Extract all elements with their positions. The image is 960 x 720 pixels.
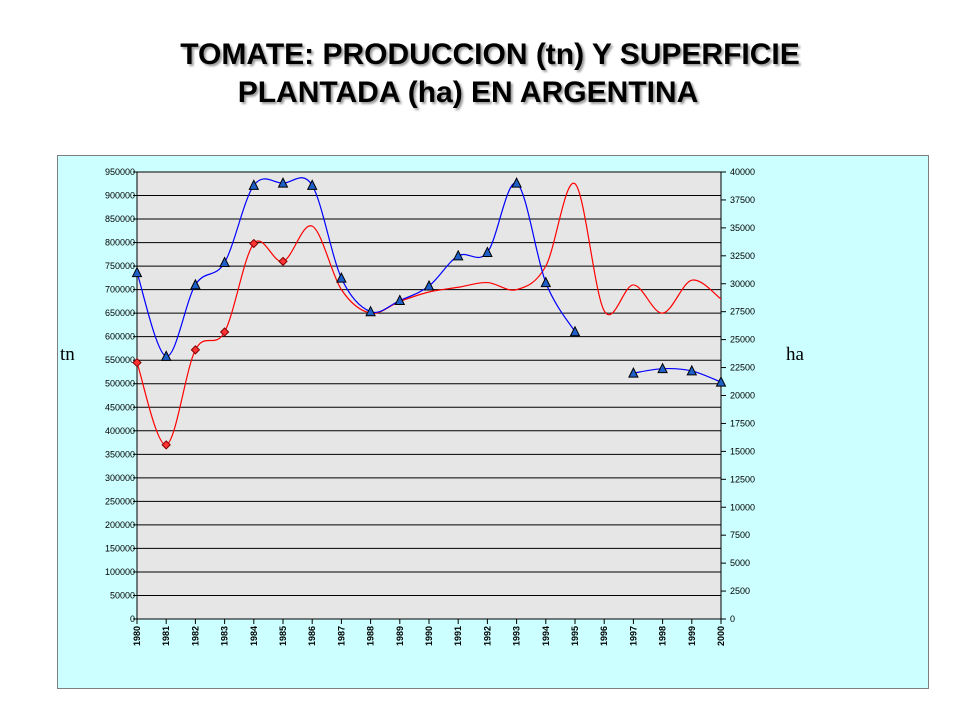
left-tick-label: 250000 bbox=[105, 496, 135, 506]
superficie-point bbox=[219, 256, 230, 268]
chart-title-line1: TOMATE: PRODUCCION (tn) Y SUPERFICIE bbox=[180, 38, 800, 71]
x-tick-label: 1989 bbox=[395, 626, 405, 646]
x-tick-label: 1999 bbox=[687, 626, 697, 646]
left-tick-label: 500000 bbox=[105, 379, 135, 389]
right-tick-label: 2500 bbox=[730, 586, 750, 596]
superficie-point bbox=[248, 179, 260, 190]
left-tick-label: 0 bbox=[130, 614, 135, 624]
x-tick-label: 1983 bbox=[220, 626, 230, 646]
superficie-point bbox=[715, 375, 727, 387]
superficie-point bbox=[452, 249, 464, 261]
x-tick-label: 1991 bbox=[453, 626, 463, 646]
right-tick-label: 27500 bbox=[730, 307, 755, 317]
x-tick-label: 1985 bbox=[278, 626, 288, 646]
right-tick-label: 17500 bbox=[730, 418, 755, 428]
left-tick-label: 150000 bbox=[105, 543, 135, 553]
superficie-point bbox=[131, 266, 143, 278]
left-tick-label: 650000 bbox=[105, 308, 135, 318]
right-tick-label: 35000 bbox=[730, 223, 755, 233]
right-tick-label: 15000 bbox=[730, 446, 755, 456]
x-tick-label: 2000 bbox=[716, 626, 726, 646]
x-tick-label: 1990 bbox=[424, 626, 434, 646]
superficie-point bbox=[277, 177, 289, 188]
superficie-point bbox=[336, 272, 347, 283]
left-tick-label: 200000 bbox=[105, 520, 135, 530]
left-tick-label: 100000 bbox=[105, 567, 135, 577]
produccion-point bbox=[219, 327, 230, 337]
right-tick-label: 32500 bbox=[730, 251, 755, 261]
series-line-1 bbox=[136, 177, 576, 357]
x-tick-label: 1986 bbox=[307, 626, 317, 646]
superficie-point bbox=[394, 294, 406, 306]
chart-title-line2: PLANTADA (ha) EN ARGENTINA bbox=[237, 76, 699, 109]
right-tick-label: 37500 bbox=[730, 195, 755, 205]
left-tick-label: 950000 bbox=[105, 167, 135, 177]
right-tick-label: 25000 bbox=[730, 335, 755, 345]
x-tick-label: 1996 bbox=[599, 626, 609, 646]
superficie-point bbox=[628, 367, 639, 378]
left-axis-label: tn bbox=[60, 344, 75, 365]
superficie-point bbox=[657, 362, 668, 374]
right-tick-label: 0 bbox=[730, 614, 735, 624]
right-tick-label: 7500 bbox=[730, 530, 750, 540]
right-tick-label: 12500 bbox=[730, 474, 755, 484]
left-tick-label: 800000 bbox=[105, 238, 135, 248]
left-tick-label: 700000 bbox=[105, 285, 135, 295]
left-tick-label: 450000 bbox=[105, 402, 135, 412]
x-tick-label: 1994 bbox=[541, 626, 551, 646]
left-tick-label: 550000 bbox=[105, 355, 135, 365]
produccion-point bbox=[249, 238, 259, 249]
superficie-point bbox=[511, 177, 522, 188]
x-tick-label: 1995 bbox=[570, 626, 580, 646]
superficie-point bbox=[423, 279, 435, 291]
superficie-point bbox=[540, 276, 552, 288]
superficie-point bbox=[569, 325, 581, 337]
plot-area bbox=[136, 171, 722, 620]
superficie-point bbox=[482, 246, 493, 257]
right-tick-label: 10000 bbox=[730, 502, 755, 512]
x-tick-label: 1997 bbox=[628, 626, 638, 646]
superficie-point bbox=[306, 179, 318, 190]
x-tick-label: 1987 bbox=[336, 626, 346, 646]
left-tick-label: 850000 bbox=[105, 214, 135, 224]
superficie-point bbox=[160, 350, 172, 361]
x-tick-label: 1984 bbox=[249, 626, 259, 646]
x-tick-label: 1998 bbox=[658, 626, 668, 646]
x-tick-label: 1981 bbox=[161, 626, 171, 646]
x-tick-label: 1992 bbox=[482, 626, 492, 646]
produccion-point bbox=[161, 440, 171, 450]
superficie-point bbox=[365, 305, 376, 317]
series-line-1 bbox=[633, 367, 722, 383]
right-tick-label: 30000 bbox=[730, 279, 755, 289]
x-tick-label: 1988 bbox=[366, 626, 376, 646]
right-tick-label: 5000 bbox=[730, 558, 750, 568]
produccion-point bbox=[278, 256, 288, 267]
right-axis-label: ha bbox=[786, 344, 804, 365]
x-tick-label: 1982 bbox=[190, 626, 200, 646]
x-tick-label: 1980 bbox=[132, 626, 142, 646]
left-tick-label: 350000 bbox=[105, 449, 135, 459]
left-tick-label: 400000 bbox=[105, 426, 135, 436]
left-tick-label: 50000 bbox=[110, 590, 135, 600]
x-tick-label: 1993 bbox=[512, 626, 522, 646]
produccion-point bbox=[190, 345, 201, 355]
right-tick-label: 22500 bbox=[730, 363, 755, 373]
left-tick-label: 900000 bbox=[105, 191, 135, 201]
produccion-point bbox=[132, 357, 142, 368]
right-tick-label: 40000 bbox=[730, 167, 755, 177]
superficie-point bbox=[190, 278, 201, 290]
left-tick-label: 300000 bbox=[105, 473, 135, 483]
right-tick-label: 20000 bbox=[730, 391, 755, 401]
superficie-point bbox=[686, 364, 698, 376]
left-tick-label: 750000 bbox=[105, 261, 135, 271]
left-tick-label: 600000 bbox=[105, 332, 135, 342]
